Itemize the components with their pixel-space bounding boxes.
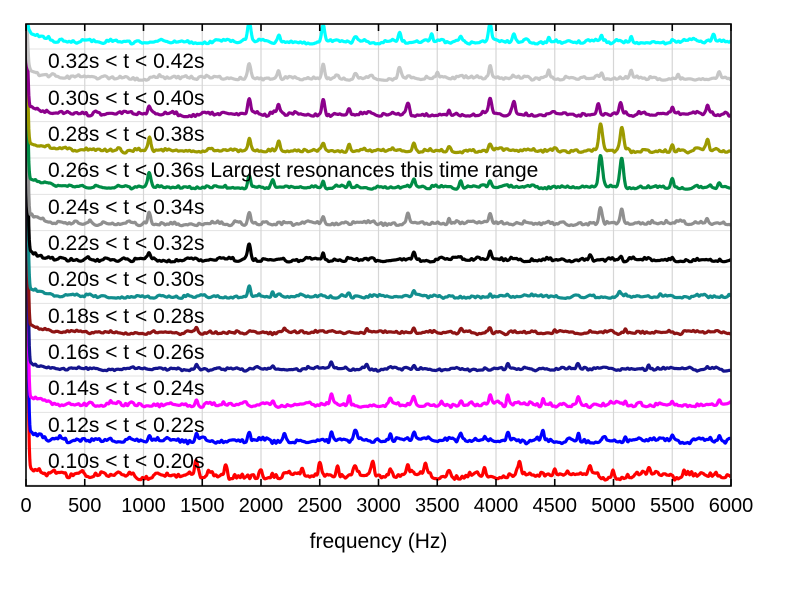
spectrum-trace-navy xyxy=(26,24,731,373)
spectrum-trace-gray xyxy=(26,24,731,228)
x-tick-label-5000: 5000 xyxy=(591,495,636,517)
time-range-label-0.28ss: 0.28s < t < 0.38s xyxy=(48,124,204,146)
time-range-label-0.14ss: 0.14s < t < 0.24s xyxy=(48,378,204,400)
time-range-text: 0.30s < t < 0.40s xyxy=(48,86,205,110)
spectrum-trace-teal xyxy=(26,24,731,300)
x-tick-label-4500: 4500 xyxy=(532,495,578,517)
x-tick-label-3500: 3500 xyxy=(415,495,460,517)
spectrum-trace-olive xyxy=(26,24,731,155)
spectrum-trace-red xyxy=(26,24,731,482)
spectrum-trace-silver xyxy=(26,24,731,82)
time-range-text: 0.14s < t < 0.24s xyxy=(48,377,205,401)
time-range-label-0.20ss: 0.20s < t < 0.30s xyxy=(48,269,204,291)
spectrum-trace-cyan xyxy=(26,24,731,46)
spectrum-trace-green xyxy=(26,24,731,191)
x-tick-label-1000: 1000 xyxy=(121,495,166,517)
spectrum-trace-purple xyxy=(26,24,731,119)
time-range-text: 0.18s < t < 0.28s xyxy=(48,304,205,328)
x-tick-label-1500: 1500 xyxy=(180,495,225,517)
x-axis-title: frequency (Hz) xyxy=(309,530,448,553)
x-tick-label-2500: 2500 xyxy=(297,495,343,517)
time-range-label-0.10ss: 0.10s < t < 0.20s xyxy=(48,451,204,473)
time-range-label-0.12ss: 0.12s < t < 0.22s xyxy=(48,413,205,437)
x-tick-label-500: 500 xyxy=(68,495,102,517)
x-tick-label-2000: 2000 xyxy=(238,495,284,517)
time-range-label-0.16ss: 0.16s < t < 0.26s xyxy=(48,342,204,364)
x-tick-label-6000: 6000 xyxy=(708,495,754,517)
x-tick-label-5500: 5500 xyxy=(650,495,695,517)
time-range-label-0.32ss: 0.32s < t < 0.42s xyxy=(48,51,204,73)
x-tick-label-4000: 4000 xyxy=(473,495,519,517)
time-range-text: 0.28s < t < 0.38s xyxy=(48,123,205,146)
time-range-label-0.30ss: 0.30s < t < 0.40s xyxy=(48,86,205,110)
time-range-text: 0.10s < t < 0.20s xyxy=(48,450,205,473)
spectrum-trace-blue xyxy=(26,24,731,446)
x-tick-label-0: 0 xyxy=(20,495,32,517)
time-range-label-0.26ss: 0.26s < t < 0.36s Largest resonances thi… xyxy=(48,160,538,182)
traces-group xyxy=(26,24,731,482)
time-range-text: 0.16s < t < 0.26s xyxy=(48,341,205,364)
time-range-label-0.22ss: 0.22s < t < 0.32s xyxy=(48,233,204,255)
time-range-text: 0.20s < t < 0.30s xyxy=(48,268,205,292)
time-range-text: 0.24s < t < 0.34s xyxy=(48,195,205,219)
time-range-text: 0.12s < t < 0.22s xyxy=(48,413,205,437)
spectrum-trace-dark-red xyxy=(26,24,731,337)
time-range-text: 0.26s < t < 0.36s xyxy=(48,159,205,183)
time-range-text: 0.32s < t < 0.42s xyxy=(48,50,205,74)
spectrum-trace-black xyxy=(26,24,731,264)
time-range-label-0.18ss: 0.18s < t < 0.28s xyxy=(48,304,205,328)
resonance-annotation: Largest resonances this time range xyxy=(204,159,539,183)
x-tick-label-3000: 3000 xyxy=(356,495,401,517)
time-range-label-0.24ss: 0.24s < t < 0.34s xyxy=(48,195,205,219)
spectrum-trace-magenta xyxy=(26,24,731,409)
time-range-text: 0.22s < t < 0.32s xyxy=(48,232,205,255)
